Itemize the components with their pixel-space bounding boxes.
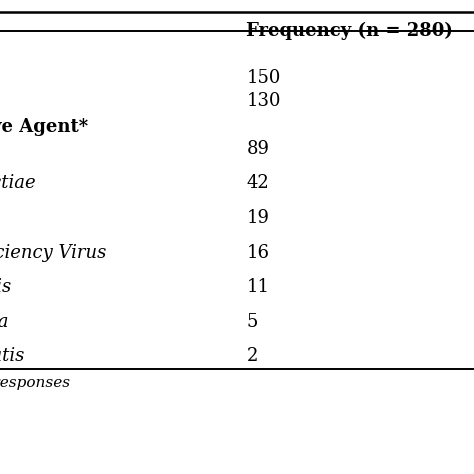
Text: 89: 89 [246, 140, 270, 158]
Text: s vaginalis: s vaginalis [0, 278, 11, 296]
Text: 42: 42 [246, 174, 269, 192]
Text: 11: 11 [246, 278, 270, 296]
Text: 16: 16 [246, 244, 270, 262]
Text: *Multiple responses: *Multiple responses [0, 376, 70, 390]
Text: 130: 130 [246, 92, 281, 110]
Text: aunodeficiency Virus: aunodeficiency Virus [0, 244, 106, 262]
Text: 2: 2 [246, 347, 258, 365]
Text: trachomatis: trachomatis [0, 347, 24, 365]
Text: onorrhoea: onorrhoea [0, 313, 9, 331]
Text: 150: 150 [246, 69, 281, 87]
Text: us agalactiae: us agalactiae [0, 174, 35, 192]
Text: 5: 5 [246, 313, 258, 331]
Text: Causative Agent*: Causative Agent* [0, 118, 88, 137]
Text: Frequency (n = 280): Frequency (n = 280) [246, 21, 453, 40]
Text: 19: 19 [246, 209, 270, 227]
